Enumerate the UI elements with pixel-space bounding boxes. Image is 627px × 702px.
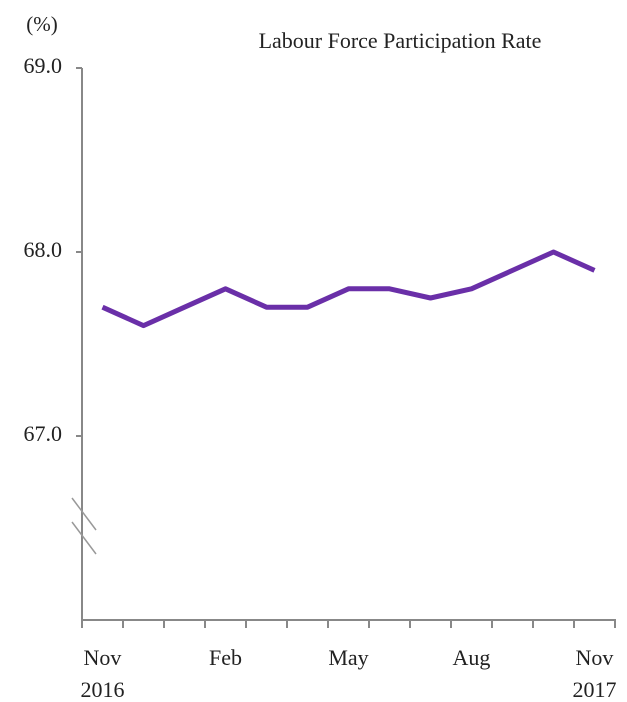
axis-break [71,497,97,531]
y-tick-label: 69.0 [24,53,63,78]
x-tick-label: May [328,645,369,670]
y-unit: (%) [26,12,57,36]
data-line [101,249,596,329]
y-tick-label: 67.0 [24,421,63,446]
x-tick-label: Feb [209,645,242,670]
x-tick-label: Nov 2017 [572,645,617,702]
chart-title: Labour Force Participation Rate [259,28,542,53]
y-tick-label: 68.0 [24,237,63,262]
x-tick-label: Aug [452,645,491,670]
axis-break [71,521,97,555]
x-tick-label: Nov 2016 [80,645,125,702]
